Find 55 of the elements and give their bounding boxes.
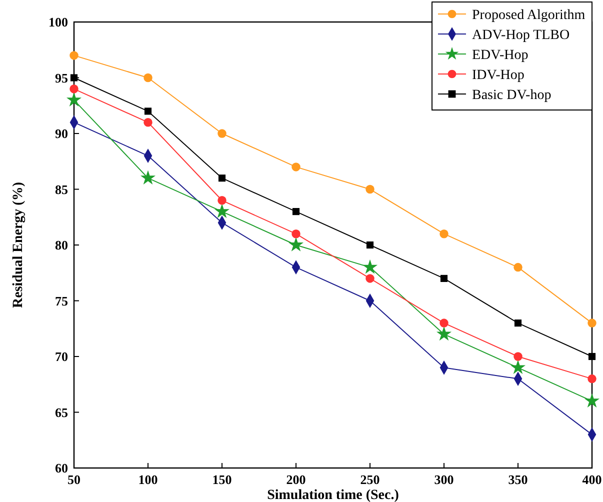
point: [440, 274, 448, 282]
point: [514, 352, 522, 361]
point: [66, 92, 82, 106]
point: [588, 318, 596, 328]
legend-label: Basic DV-hop: [472, 88, 552, 103]
point: [144, 73, 152, 82]
point: [366, 241, 374, 249]
y-tick-label: 100: [48, 14, 68, 30]
x-tick-label: 250: [360, 472, 380, 487]
x-tick-label: 200: [286, 472, 306, 487]
point: [440, 229, 448, 238]
legend-label: IDV-Hop: [472, 68, 524, 83]
y-tick-label: 85: [55, 182, 68, 197]
y-axis-title: Residual Energy (%): [11, 182, 26, 308]
point: [70, 84, 78, 94]
y-tick-label: 60: [55, 460, 68, 476]
x-tick-label: 150: [212, 472, 232, 487]
point: [144, 118, 152, 127]
point: [362, 259, 378, 274]
point: [440, 318, 448, 328]
point: [292, 208, 300, 216]
x-tick-label: 50: [68, 472, 80, 487]
legend-label: EDV-Hop: [472, 48, 528, 63]
y-tick-label: 70: [55, 349, 68, 364]
x-tick-label: 100: [138, 472, 158, 487]
point: [436, 326, 452, 341]
point: [214, 204, 230, 218]
point: [514, 262, 522, 272]
y-tick-label: 80: [55, 238, 68, 252]
point: [70, 51, 78, 60]
x-axis-title: Simulation time (Sec.): [267, 488, 400, 502]
x-tick-label: 300: [434, 472, 454, 487]
point: [366, 274, 374, 283]
y-tick-label: 90: [55, 126, 68, 141]
point: [366, 184, 374, 194]
legend-label: Proposed Algorithm: [472, 8, 586, 23]
point: [588, 352, 596, 360]
point: [292, 229, 300, 238]
y-tick-label: 75: [55, 293, 68, 308]
point: [514, 320, 522, 327]
point: [218, 129, 226, 138]
x-tick-label: 350: [508, 472, 528, 487]
point: [218, 196, 226, 205]
y-tick-label: 95: [55, 70, 68, 86]
point: [510, 360, 526, 374]
point: [140, 170, 156, 184]
point: [144, 108, 152, 115]
x-tick-label: 400: [582, 472, 602, 487]
point: [288, 237, 304, 252]
point: [588, 374, 596, 384]
legend-label: ADV-Hop TLBO: [472, 28, 570, 43]
point: [584, 393, 600, 408]
y-tick-label: 65: [55, 404, 68, 420]
point: [218, 174, 226, 182]
point: [292, 162, 300, 172]
